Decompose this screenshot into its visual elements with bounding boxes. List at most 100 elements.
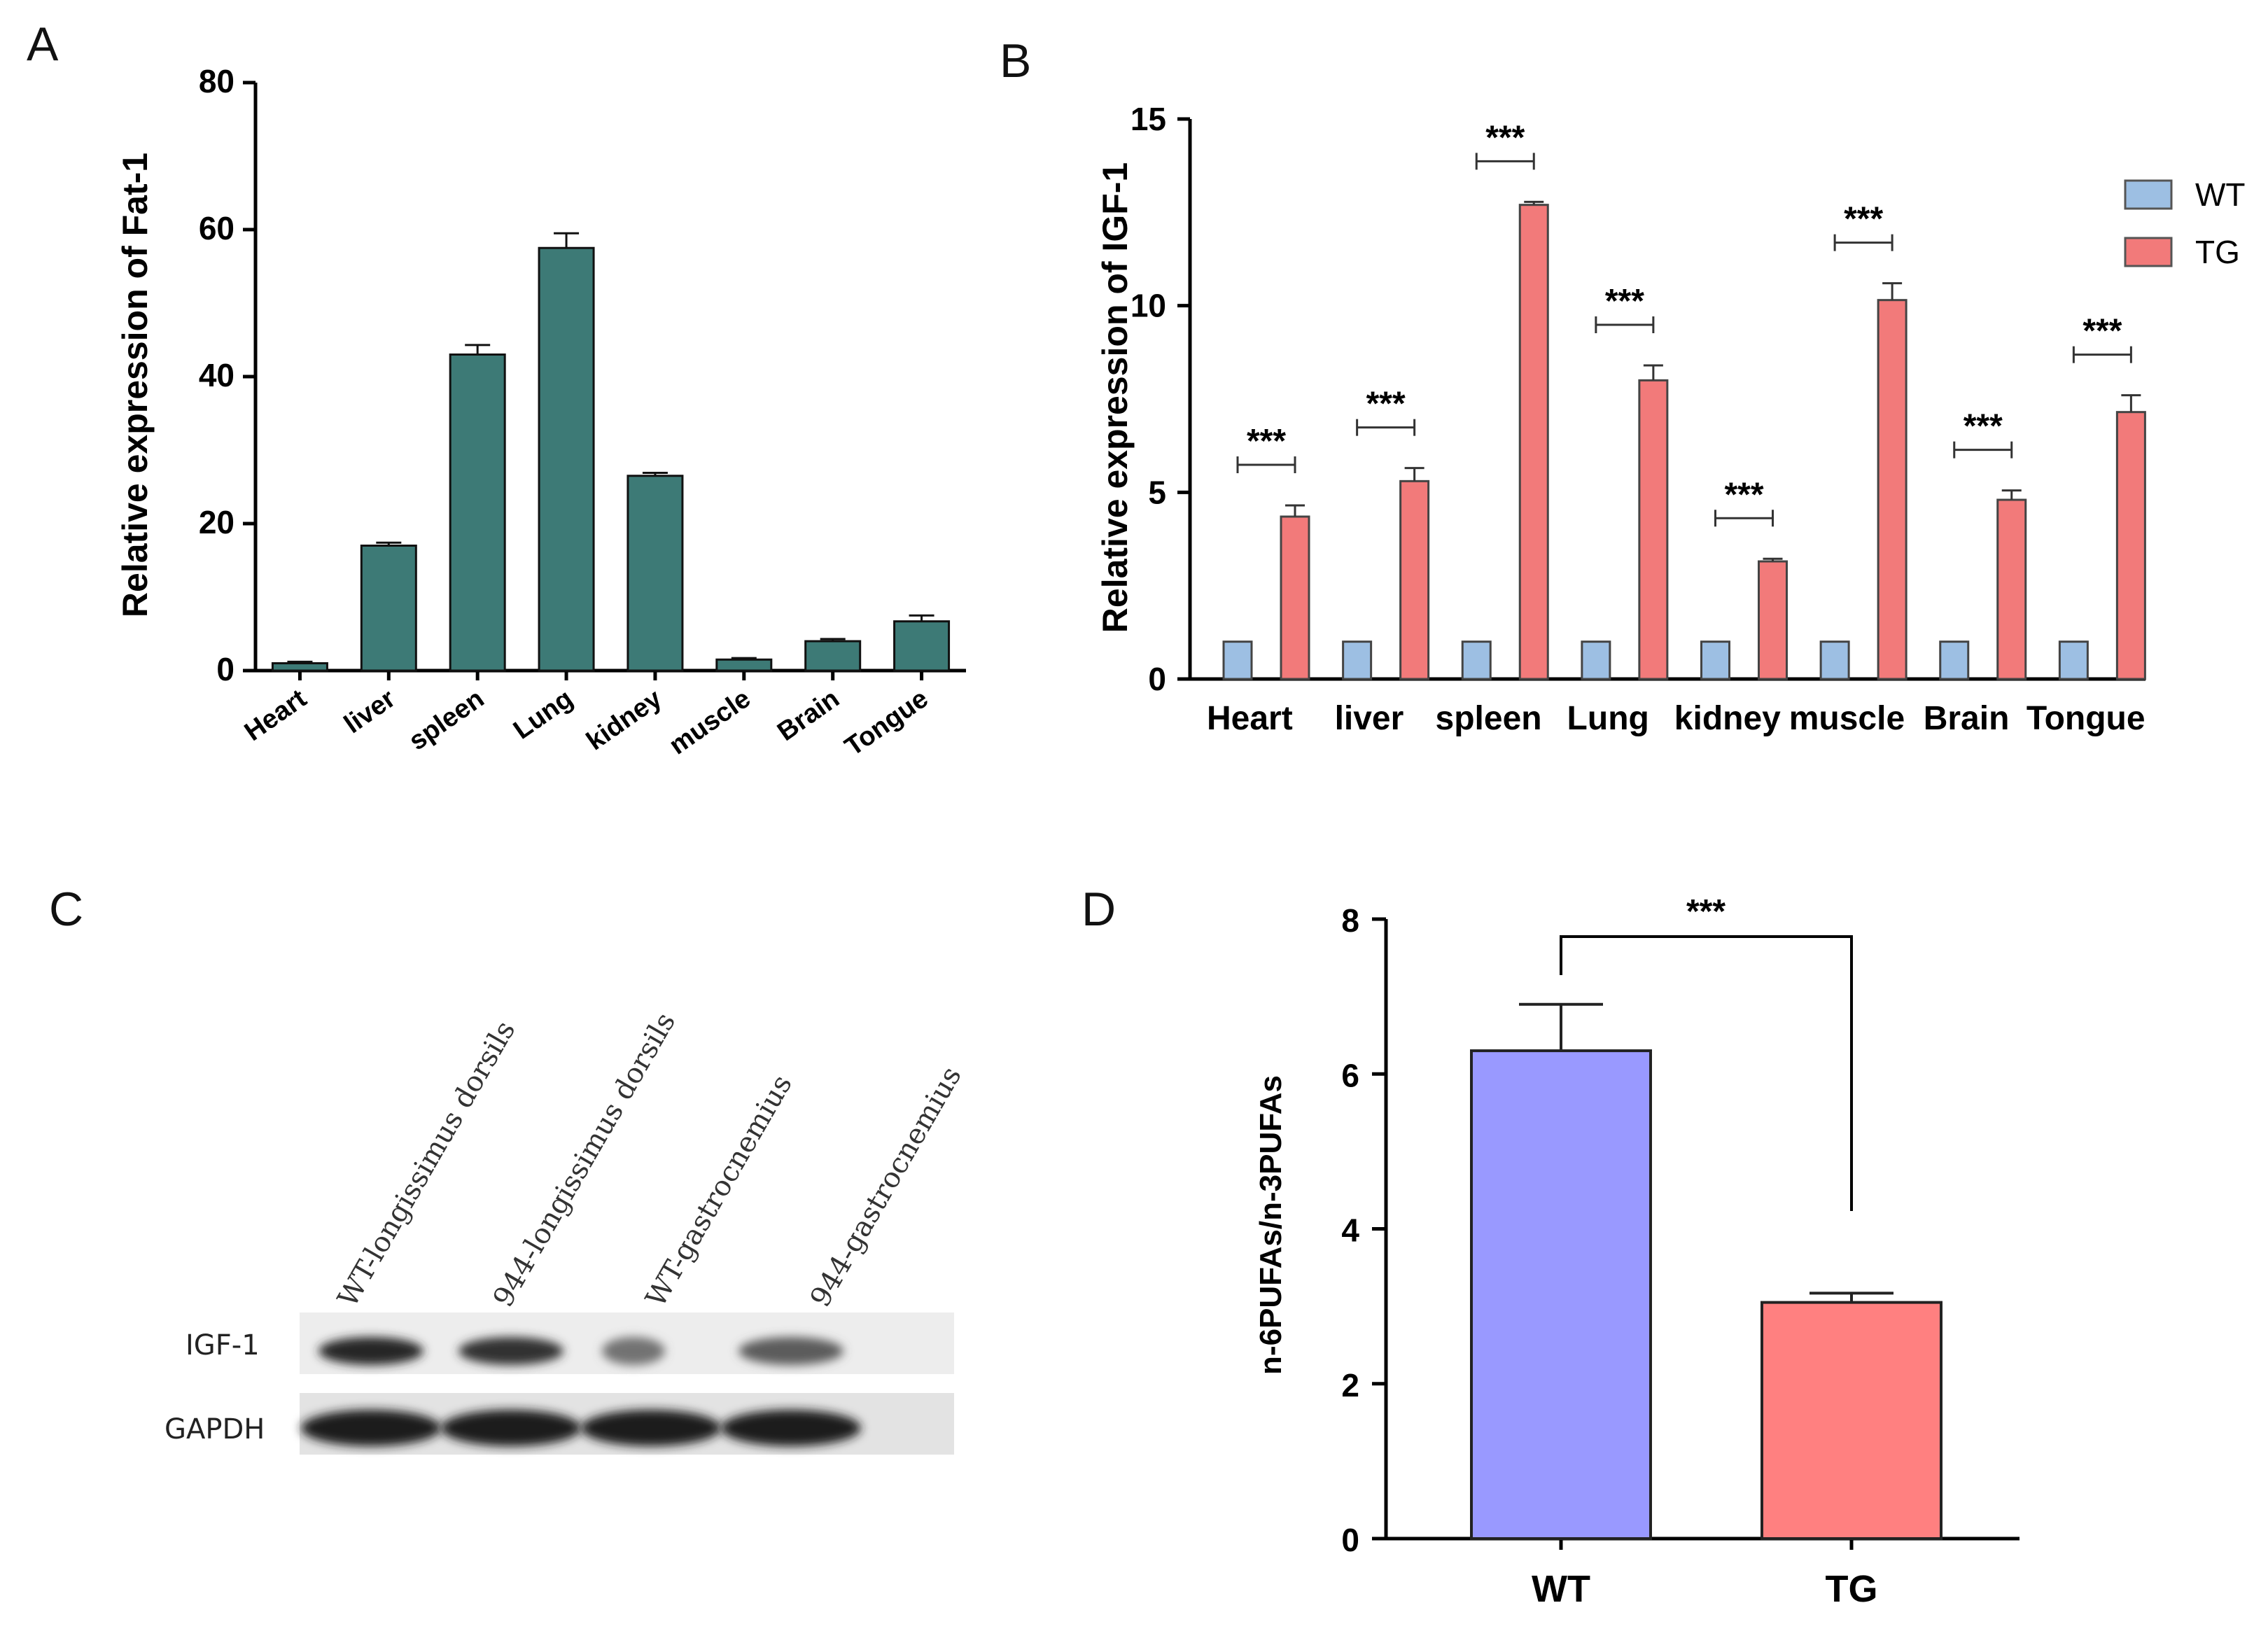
chart-b-bar-tg — [1758, 560, 1788, 680]
chart-b-legend: WT TG — [2124, 176, 2246, 270]
chart-a-category-label: liver — [339, 684, 400, 739]
chart-b-category-labels: Heart liver spleen Lung kidney muscle Brain Ton… — [1207, 700, 2146, 737]
chart-b-y-tick-label: 15 — [1130, 101, 1166, 137]
chart-d-ylabel: n-6PUFAs/n-3PUFAs — [1254, 1075, 1288, 1375]
chart-b-bar-wt — [2058, 640, 2089, 680]
chart-a-y-tick-label: 80 — [199, 63, 234, 99]
panel-letter-b: B — [1000, 34, 1031, 88]
chart-a-bar — [449, 354, 506, 672]
chart-b-bar-tg — [1399, 479, 1430, 680]
chart-d: 0 2 4 6 8 WT TG n-6PUFAs/n-3PUFAs *** — [1254, 893, 2019, 1610]
blot-label-gapdh: GAPDH — [164, 1413, 265, 1446]
chart-a-bar — [715, 658, 773, 672]
chart-d-bar-wt — [1470, 1049, 1652, 1540]
chart-a-y-tick-label: 60 — [199, 210, 234, 246]
chart-b-category-label: Brain — [1924, 700, 2010, 737]
chart-b-significance: *** *** *** *** *** *** *** *** — [1236, 119, 2132, 527]
chart-b: 0 5 10 15 *** *** *** *** *** *** *** *** Heart liv… — [1096, 101, 2246, 737]
chart-b-y-tick-label: 0 — [1148, 661, 1166, 697]
chart-b-significance-label: *** — [1366, 386, 1406, 423]
lane-label-4: 944-gastrocnemius — [804, 1061, 968, 1312]
chart-b-category-label: spleen — [1436, 700, 1542, 737]
western-blot: WT-longissimus dorsils 944-longissimus d… — [164, 1007, 968, 1455]
legend-label-tg: TG — [2195, 234, 2240, 270]
chart-b-bar-tg — [1996, 498, 2027, 680]
blot-band-igf-1 — [738, 1337, 844, 1365]
chart-d-y-tick-label: 8 — [1341, 902, 1359, 939]
chart-d-category-label: TG — [1826, 1568, 1878, 1610]
legend-label-wt: WT — [2195, 176, 2246, 213]
blot-label-igf1: IGF-1 — [186, 1329, 260, 1362]
chart-b-bar-wt — [1222, 640, 1253, 680]
chart-b-category-label: kidney — [1674, 700, 1781, 737]
chart-a-category-label: Heart — [239, 684, 312, 747]
chart-b-bar-tg — [1518, 204, 1549, 680]
chart-a-bar — [538, 246, 595, 672]
chart-b-significance-label: *** — [1963, 408, 2003, 445]
blot-band-igf-1 — [318, 1337, 424, 1365]
legend-swatch-wt — [2124, 179, 2173, 210]
chart-d-y-tick-label: 0 — [1341, 1522, 1359, 1558]
chart-b-category-label: liver — [1335, 700, 1404, 737]
chart-b-significance-label: *** — [1247, 423, 1286, 460]
lane-label-1: WT-longissimus dorsils — [332, 1016, 522, 1312]
chart-a-bars — [271, 232, 951, 672]
lane-label-2: 944-longissimus dorsils — [487, 1007, 682, 1312]
chart-b-bar-tg — [1877, 299, 1907, 680]
chart-d-y-tick-label: 4 — [1341, 1212, 1359, 1249]
blot-band-gapdh — [441, 1410, 581, 1446]
chart-a-bar — [271, 662, 328, 672]
chart-d-category-label: WT — [1532, 1568, 1590, 1610]
chart-b-bar-wt — [1819, 640, 1850, 680]
panel-letter-a: A — [27, 18, 59, 71]
chart-b-y-tick-label: 5 — [1148, 474, 1166, 510]
lane-label-3: WT-gastrocnemius — [640, 1070, 799, 1312]
chart-a-category-label: muscle — [664, 684, 756, 761]
chart-b-significance-label: *** — [2082, 313, 2122, 350]
panel-letter-d: D — [1082, 883, 1116, 936]
chart-b-bar-wt — [1939, 640, 1970, 680]
chart-b-category-label: Heart — [1207, 700, 1293, 737]
chart-b-category-label: muscle — [1789, 700, 1905, 737]
chart-d-significance-label: *** — [1686, 893, 1726, 930]
blot-band-gapdh — [721, 1410, 861, 1446]
chart-b-bar-tg — [1638, 379, 1669, 680]
chart-a-category-label: Tongue — [840, 684, 934, 762]
blot-band-igf-1 — [458, 1337, 564, 1365]
chart-a-bar — [626, 475, 684, 672]
chart-a-ylabel: Relative expression of Fat-1 — [115, 153, 155, 617]
chart-b-bar-tg — [1280, 515, 1310, 680]
chart-d-bar-tg — [1760, 1301, 1942, 1540]
chart-b-y-tick-label: 10 — [1130, 288, 1166, 324]
chart-b-bar-wt — [1342, 640, 1373, 680]
chart-a-category-label: spleen — [404, 684, 490, 756]
chart-a-bar — [893, 620, 951, 672]
chart-a-y-tick-label: 40 — [199, 357, 234, 393]
chart-b-category-label: Tongue — [2026, 700, 2146, 737]
chart-b-bar-wt — [1700, 640, 1730, 680]
chart-b-significance-label: *** — [1485, 119, 1525, 156]
chart-a-bar — [804, 640, 862, 672]
chart-b-bar-tg — [2115, 411, 2146, 680]
chart-a-y-tick-label: 0 — [216, 651, 234, 687]
chart-b-bars — [1222, 200, 2146, 680]
chart-d-category-labels: WT TG — [1532, 1568, 1877, 1610]
chart-b-bar-wt — [1581, 640, 1611, 680]
blot-band-gapdh — [301, 1410, 441, 1446]
chart-d-axes: 0 2 4 6 8 — [1341, 902, 2019, 1558]
blot-bands — [301, 1337, 861, 1446]
chart-d-y-tick-label: 6 — [1341, 1057, 1359, 1093]
chart-d-bars — [1470, 1002, 1942, 1540]
chart-a-y-tick-label: 20 — [199, 504, 234, 540]
chart-d-y-tick-label: 2 — [1341, 1367, 1359, 1404]
chart-b-bar-wt — [1461, 640, 1492, 680]
chart-b-significance-label: *** — [1605, 283, 1644, 320]
chart-b-significance-label: *** — [1724, 476, 1763, 513]
chart-b-ylabel: Relative expression of IGF-1 — [1096, 162, 1135, 633]
chart-a: 0 20 40 60 80 Heart liver spleen Lung kidneymusc… — [115, 63, 966, 762]
chart-a-category-label: Brain — [772, 684, 845, 747]
legend-swatch-tg — [2124, 237, 2173, 267]
chart-a-category-label: kidney — [581, 684, 667, 756]
